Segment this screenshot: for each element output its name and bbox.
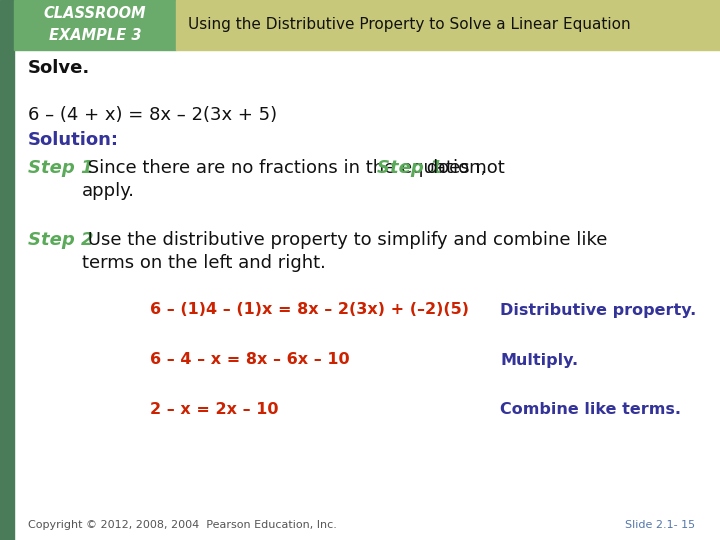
Text: Use the distributive property to simplify and combine like: Use the distributive property to simplif… (82, 231, 608, 249)
Text: 2 – x = 2x – 10: 2 – x = 2x – 10 (150, 402, 279, 417)
Text: Step 1: Step 1 (377, 159, 443, 177)
Text: Copyright © 2012, 2008, 2004  Pearson Education, Inc.: Copyright © 2012, 2008, 2004 Pearson Edu… (28, 520, 337, 530)
Text: Slide 2.1- 15: Slide 2.1- 15 (625, 520, 695, 530)
Text: 6 – (4 + x) = 8x – 2(3x + 5): 6 – (4 + x) = 8x – 2(3x + 5) (28, 106, 277, 124)
Text: Multiply.: Multiply. (500, 353, 578, 368)
Text: terms on the left and right.: terms on the left and right. (82, 254, 326, 272)
Text: does not: does not (421, 159, 505, 177)
Text: Solve.: Solve. (28, 59, 90, 77)
Bar (176, 0, 720, 50)
Text: CLASSROOM: CLASSROOM (44, 5, 146, 21)
Text: 6 – (1)4 – (1)x = 8x – 2(3x) + (–2)(5): 6 – (1)4 – (1)x = 8x – 2(3x) + (–2)(5) (150, 302, 469, 318)
Text: EXAMPLE 3: EXAMPLE 3 (49, 28, 141, 43)
Text: Using the Distributive Property to Solve a Linear Equation: Using the Distributive Property to Solve… (188, 17, 631, 32)
Text: 6 – 4 – x = 8x – 6x – 10: 6 – 4 – x = 8x – 6x – 10 (150, 353, 350, 368)
Text: apply.: apply. (82, 182, 135, 200)
Text: Step 2: Step 2 (28, 231, 94, 249)
Text: Step 1: Step 1 (28, 159, 94, 177)
Text: Since there are no fractions in the equation,: Since there are no fractions in the equa… (82, 159, 492, 177)
Bar (14, 0, 176, 50)
Text: Solution:: Solution: (28, 131, 119, 149)
Bar (0, 0, 14, 540)
Text: Distributive property.: Distributive property. (500, 302, 696, 318)
Text: Combine like terms.: Combine like terms. (500, 402, 681, 417)
